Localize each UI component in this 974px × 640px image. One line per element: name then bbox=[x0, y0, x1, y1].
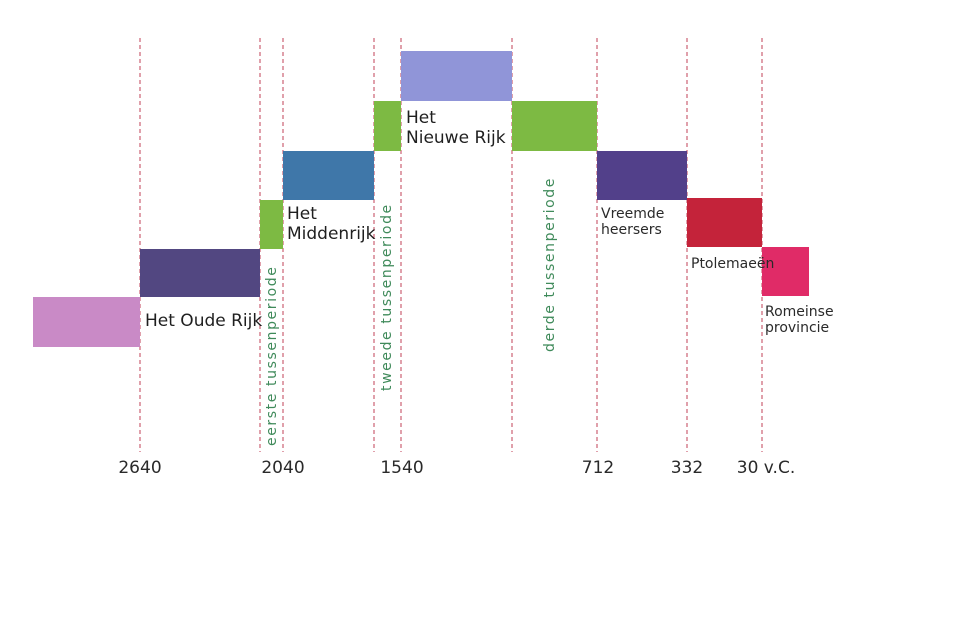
period-bar-nieuwe-rijk bbox=[401, 51, 512, 101]
period-bar-derde-tussenperiode bbox=[512, 101, 597, 151]
period-bar-eerste-tussenperiode bbox=[260, 200, 283, 249]
label-ptolemaeen: Ptolemaeën bbox=[691, 256, 775, 272]
label-het-nieuwe-rijk: Het Nieuwe Rijk bbox=[406, 108, 506, 148]
period-bar-vreemde-heersers bbox=[597, 151, 687, 200]
year-label-2640: 2640 bbox=[118, 458, 162, 478]
label-eerste-tussenperiode: eerste tussenperiode bbox=[264, 265, 280, 446]
period-bar-middenrijk bbox=[283, 151, 374, 200]
year-label-30vc: 30 v.C. bbox=[736, 458, 796, 478]
label-het-middenrijk: Het Middenrijk bbox=[287, 204, 376, 244]
label-derde-tussenperiode: derde tussenperiode bbox=[542, 176, 558, 352]
period-bar-tweede-tussenperiode bbox=[374, 101, 401, 151]
label-het-oude-rijk: Het Oude Rijk bbox=[145, 311, 263, 331]
label-romeinse-provincie: Romeinse provincie bbox=[765, 304, 834, 337]
label-vreemde-heersers: Vreemde heersers bbox=[601, 206, 665, 239]
period-bar-romeinse-provincie bbox=[762, 247, 809, 296]
year-label-2040: 2040 bbox=[261, 458, 305, 478]
period-bar-predynastic bbox=[33, 297, 140, 347]
year-label-1540: 1540 bbox=[380, 458, 424, 478]
period-bar-ptolemaeen bbox=[687, 198, 762, 247]
label-tweede-tussenperiode: tweede tussenperiode bbox=[379, 203, 395, 391]
year-label-332: 332 bbox=[670, 458, 704, 478]
year-label-712: 712 bbox=[581, 458, 615, 478]
period-bar-oude-rijk bbox=[140, 249, 260, 297]
